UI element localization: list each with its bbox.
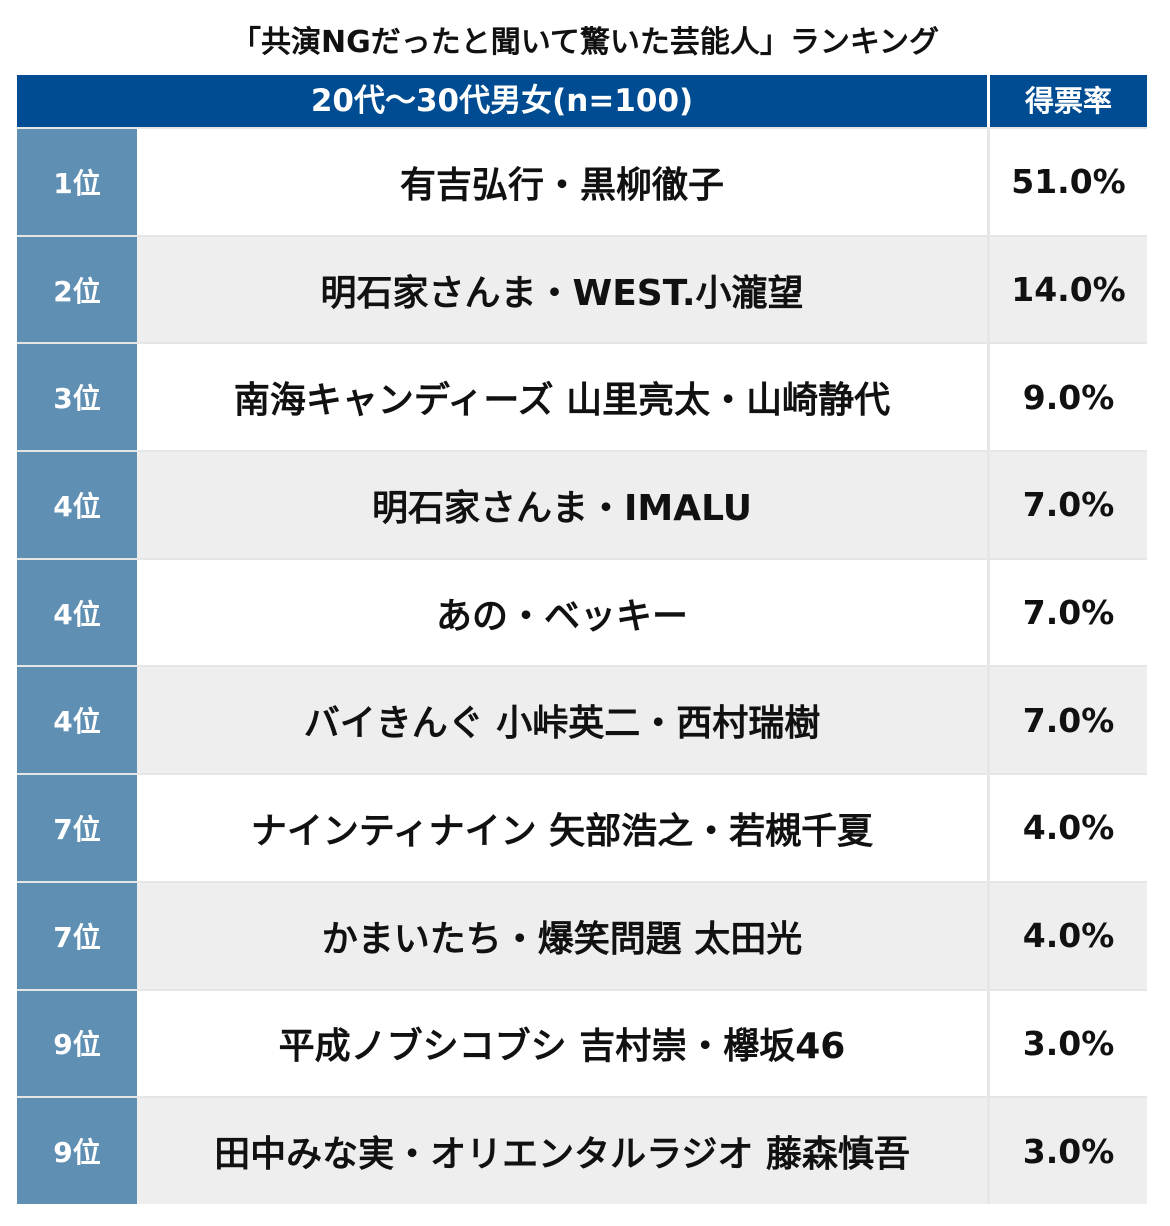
table-row: 7位 かまいたち・爆笑問題 太田光 4.0% (17, 880, 1147, 989)
rank-cell: 2位 (17, 236, 137, 343)
chart-title: 「共演NGだったと聞いて驚いた芸能人」ランキング (231, 25, 939, 60)
table-row: 4位 バイきんぐ 小峠英二・西村瑞樹 7.0% (17, 665, 1147, 774)
rank-cell: 1位 (17, 129, 137, 235)
column-divider (987, 236, 990, 343)
percent-cell: 14.0% (1011, 270, 1126, 310)
table-row: 9位 平成ノブシコブシ 吉村崇・欅坂46 3.0% (17, 988, 1147, 1097)
name-cell: ナインティナイン 矢部浩之・若槻千夏 (250, 810, 874, 852)
rank-cell: 4位 (17, 559, 137, 666)
table-row: 3位 南海キャンディーズ 山里亮太・山崎静代 9.0% (17, 342, 1147, 451)
name-cell: あの・ベッキー (435, 595, 688, 637)
table-row: 7位 ナインティナイン 矢部浩之・若槻千夏 4.0% (17, 773, 1147, 881)
table-row: 1位 有吉弘行・黒柳徹子 51.0% (17, 127, 1147, 235)
name-cell: 南海キャンディーズ 山里亮太・山崎静代 (233, 380, 891, 422)
header-divider (987, 75, 990, 127)
rank-cell: 4位 (17, 667, 137, 774)
percent-cell: 7.0% (1022, 485, 1115, 525)
rank-cell: 4位 (17, 452, 137, 558)
column-divider (987, 775, 990, 881)
rank-cell: 3位 (17, 344, 137, 451)
rank-cell: 7位 (17, 775, 137, 881)
column-divider (987, 452, 990, 558)
percent-cell: 4.0% (1022, 808, 1115, 848)
header-value-label: 得票率 (990, 75, 1147, 127)
name-cell: かまいたち・爆笑問題 太田光 (321, 918, 803, 960)
table-header: 20代〜30代男女(n=100) 得票率 (17, 75, 1147, 127)
name-cell: 平成ノブシコブシ 吉村崇・欅坂46 (278, 1026, 846, 1068)
percent-cell: 9.0% (1022, 377, 1115, 417)
column-divider (987, 344, 990, 451)
rank-cell: 9位 (17, 1098, 137, 1204)
percent-cell: 7.0% (1022, 593, 1115, 633)
table-row: 2位 明石家さんま・WEST.小瀧望 14.0% (17, 234, 1147, 343)
percent-cell: 51.0% (1011, 162, 1126, 202)
name-cell: 明石家さんま・WEST.小瀧望 (320, 272, 804, 314)
column-divider (987, 882, 990, 989)
name-cell: 明石家さんま・IMALU (372, 487, 752, 529)
column-divider (987, 559, 990, 666)
percent-cell: 3.0% (1022, 1131, 1115, 1171)
column-divider (987, 667, 990, 774)
percent-cell: 7.0% (1022, 700, 1115, 740)
percent-cell: 3.0% (1022, 1023, 1115, 1063)
table-row: 4位 あの・ベッキー 7.0% (17, 557, 1147, 666)
ranking-table: 20代〜30代男女(n=100) 得票率 1位 有吉弘行・黒柳徹子 51.0% … (17, 75, 1147, 1204)
percent-cell: 4.0% (1022, 916, 1115, 956)
table-row: 9位 田中みな実・オリエンタルラジオ 藤森慎吾 3.0% (17, 1096, 1147, 1204)
name-cell: 有吉弘行・黒柳徹子 (399, 164, 724, 206)
column-divider (987, 1098, 990, 1204)
header-group-label: 20代〜30代男女(n=100) (17, 75, 987, 127)
name-cell: バイきんぐ 小峠英二・西村瑞樹 (303, 703, 821, 745)
name-cell: 田中みな実・オリエンタルラジオ 藤森慎吾 (214, 1134, 910, 1176)
rank-cell: 7位 (17, 882, 137, 989)
column-divider (987, 990, 990, 1097)
table-row: 4位 明石家さんま・IMALU 7.0% (17, 450, 1147, 558)
column-divider (987, 129, 990, 235)
rank-cell: 9位 (17, 990, 137, 1097)
